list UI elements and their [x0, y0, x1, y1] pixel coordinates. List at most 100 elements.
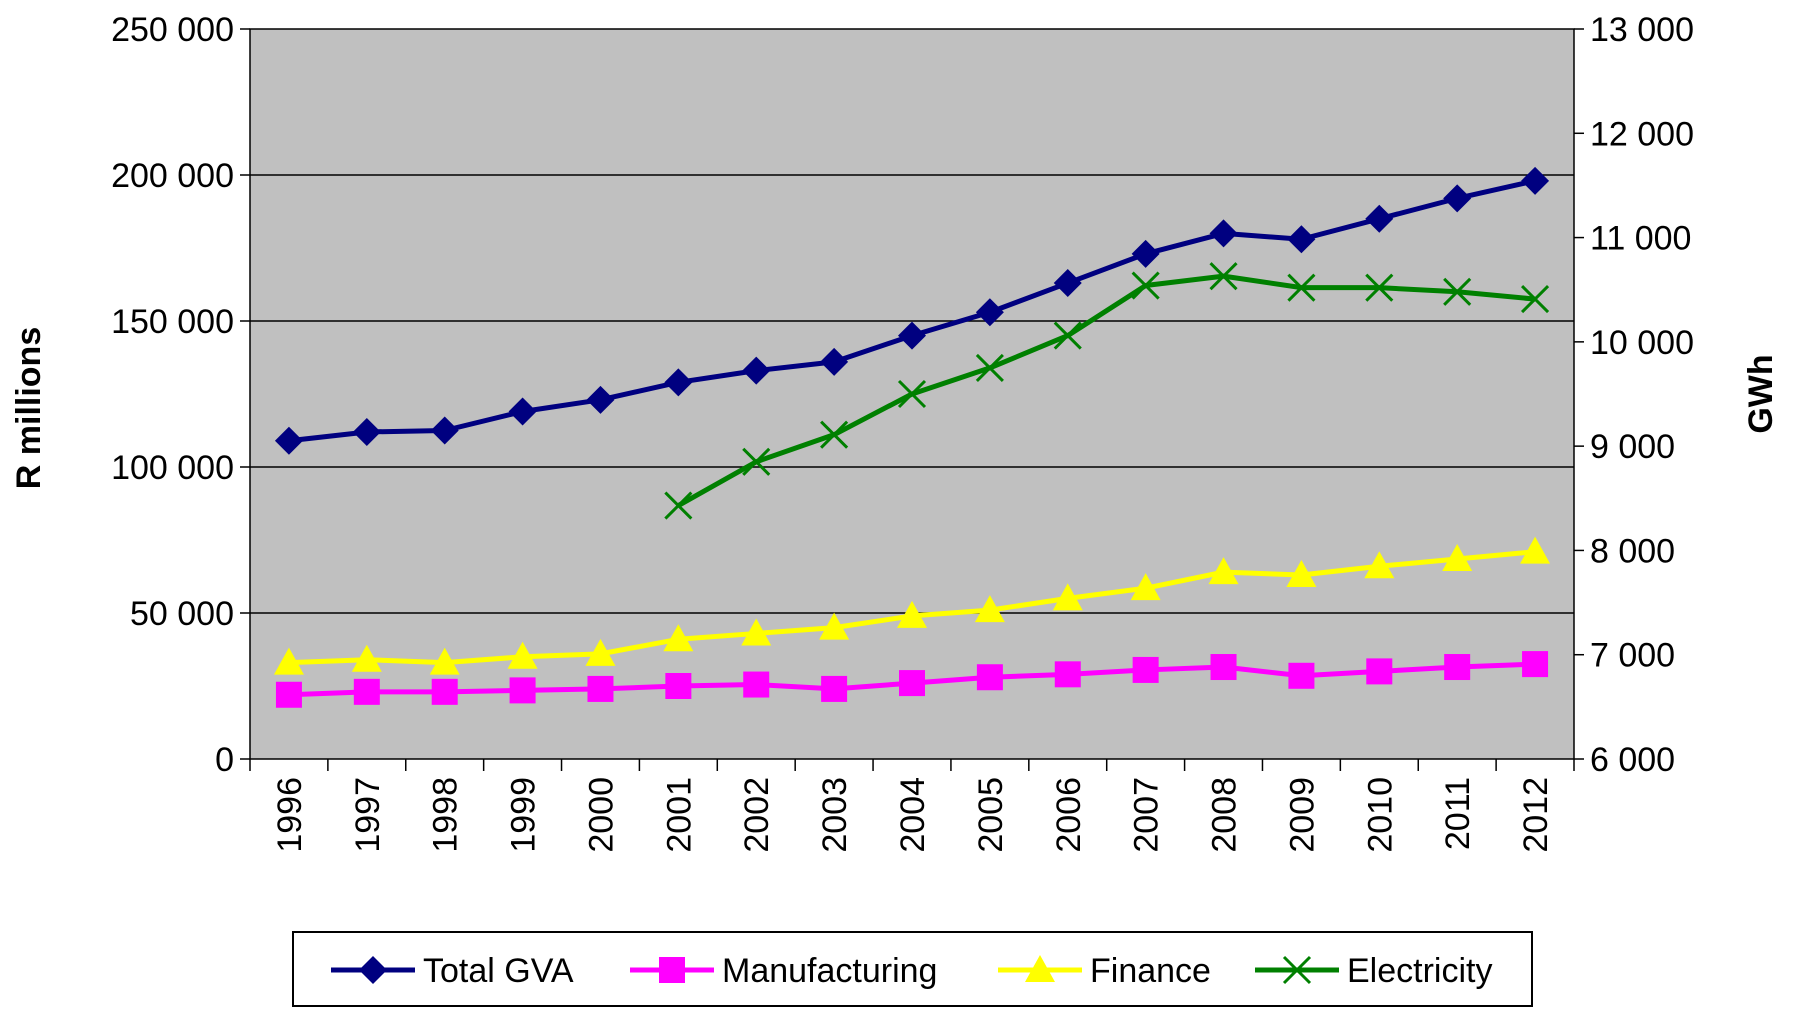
data-point — [899, 670, 925, 697]
data-point — [1287, 225, 1316, 254]
x-tick-label: 2010 — [1361, 777, 1399, 853]
data-point — [664, 491, 693, 520]
data-point — [898, 321, 926, 350]
x-tick-label: 2012 — [1517, 777, 1555, 853]
y2-tick-label: 8 000 — [1590, 532, 1675, 570]
series-line — [677, 273, 1536, 508]
data-point — [1521, 166, 1550, 195]
x-tick-label: 1998 — [427, 777, 465, 853]
data-point — [1130, 573, 1161, 601]
data-point — [1520, 285, 1550, 314]
plot-border — [249, 28, 1575, 760]
data-point — [1365, 204, 1394, 233]
data-point — [273, 647, 304, 675]
data-point — [1442, 543, 1473, 571]
legend-label: Electricity — [1347, 952, 1492, 990]
data-point — [509, 677, 536, 704]
y-tick-label: 200 000 — [111, 157, 234, 195]
data-point — [429, 647, 460, 675]
legend-marker — [359, 956, 387, 984]
y2-tick-label: 11 000 — [1590, 220, 1691, 258]
y-tick-label: 150 000 — [111, 303, 234, 341]
data-point — [1443, 184, 1472, 213]
y2-tick-label: 6 000 — [1590, 741, 1675, 779]
data-point — [1366, 658, 1393, 685]
x-tick-label: 2007 — [1128, 777, 1166, 853]
data-point — [1209, 262, 1238, 291]
data-point — [1208, 557, 1239, 585]
data-point — [1288, 662, 1315, 689]
data-point — [586, 385, 615, 414]
y-tick-label: 50 000 — [130, 595, 234, 633]
data-point — [975, 353, 1004, 382]
data-point — [352, 417, 381, 446]
data-point — [741, 618, 772, 646]
data-point — [275, 681, 302, 708]
legend-marker — [659, 957, 685, 983]
data-point — [1364, 551, 1395, 579]
data-point — [1132, 656, 1159, 683]
data-point — [1053, 269, 1082, 298]
data-point — [1520, 536, 1551, 564]
data-point — [508, 397, 537, 426]
legend-label: Manufacturing — [722, 952, 937, 990]
y-axis-label: R millions — [10, 327, 48, 489]
x-tick-label: 2004 — [894, 777, 932, 853]
x-tick-label: 1996 — [271, 777, 309, 853]
data-point — [430, 416, 459, 445]
data-point — [507, 641, 538, 669]
y-tick-label: 0 — [215, 741, 234, 779]
data-point — [1209, 219, 1238, 248]
legend-label: Total GVA — [423, 952, 574, 990]
data-point — [821, 675, 848, 702]
x-tick-label: 2011 — [1439, 777, 1477, 850]
data-point — [1287, 273, 1316, 302]
data-point — [1210, 654, 1237, 681]
data-point — [585, 638, 616, 666]
x-tick-label: 2000 — [582, 777, 620, 853]
data-point — [976, 664, 1003, 691]
data-point — [1054, 661, 1081, 688]
data-point — [663, 624, 694, 652]
x-tick-label: 2001 — [660, 777, 698, 853]
data-point — [1131, 239, 1160, 268]
data-point — [742, 356, 771, 385]
data-point — [1365, 273, 1394, 302]
data-point — [742, 447, 771, 476]
y2-tick-label: 9 000 — [1590, 428, 1675, 466]
data-point — [1052, 583, 1083, 611]
y-tick-label: 100 000 — [111, 449, 234, 487]
data-point — [351, 644, 382, 672]
data-point — [819, 612, 850, 640]
data-point — [820, 420, 849, 449]
legend-marker — [1282, 955, 1312, 985]
data-point — [1286, 560, 1317, 588]
data-point — [587, 675, 614, 702]
data-point — [274, 426, 303, 455]
y2-tick-label: 13 000 — [1590, 11, 1694, 49]
x-tick-label: 1997 — [349, 777, 387, 853]
x-tick-label: 2009 — [1283, 777, 1321, 853]
data-point — [664, 368, 693, 397]
x-tick-label: 1999 — [505, 777, 543, 853]
data-point — [1131, 271, 1160, 300]
data-point — [1053, 321, 1082, 350]
data-point — [897, 379, 927, 409]
legend: Total GVA Manufacturing Finance Electricity — [292, 931, 1533, 1007]
x-tick-label: 2005 — [972, 777, 1010, 853]
x-tick-label: 2002 — [738, 777, 776, 853]
data-point — [1444, 654, 1471, 681]
data-point — [353, 678, 380, 705]
x-tick-label: 2006 — [1050, 777, 1088, 853]
y-tick-label: 250 000 — [111, 11, 234, 49]
data-point — [743, 671, 770, 698]
legend-marker — [1025, 955, 1055, 982]
data-point — [975, 298, 1004, 327]
data-point — [1443, 277, 1472, 306]
data-point — [665, 673, 692, 699]
y2-tick-label: 12 000 — [1590, 115, 1694, 153]
y2-tick-label: 7 000 — [1590, 637, 1675, 675]
data-point — [897, 600, 927, 628]
